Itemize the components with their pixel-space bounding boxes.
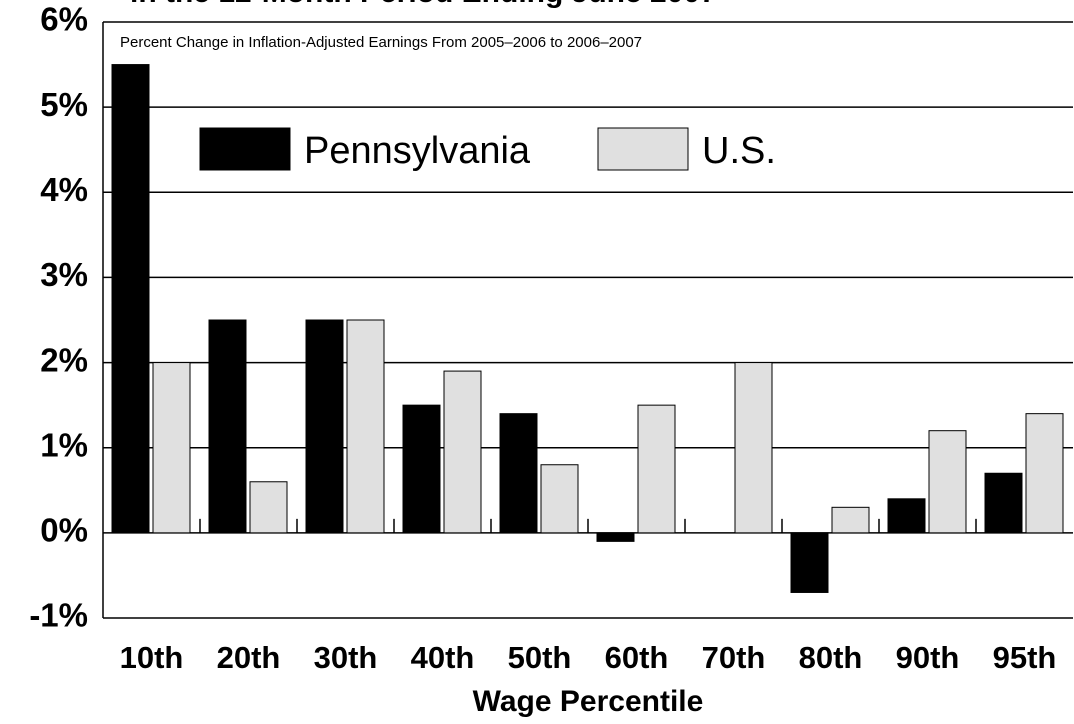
bar: [984, 472, 1023, 534]
x-tick-label: 90th: [896, 640, 960, 675]
legend-swatch: [199, 127, 291, 171]
chart-title: in the 12-Month Period Ending June 2007: [130, 0, 717, 9]
y-tick-label: 3%: [40, 256, 88, 293]
bar: [402, 404, 441, 534]
y-tick-label: 4%: [40, 171, 88, 208]
bar: [1025, 413, 1064, 534]
bar: [249, 481, 288, 534]
x-tick-label: 30th: [314, 640, 378, 675]
bar: [111, 64, 150, 534]
bar: [790, 532, 829, 593]
bar: [208, 319, 247, 534]
bar: [928, 430, 967, 534]
y-tick-label: 0%: [40, 512, 88, 549]
x-tick-label: 50th: [508, 640, 572, 675]
x-tick-label: 70th: [702, 640, 766, 675]
bar: [637, 404, 676, 534]
y-tick-label: -1%: [29, 597, 88, 634]
y-tick-label: 2%: [40, 341, 88, 378]
legend-label: Pennsylvania: [304, 130, 531, 172]
x-tick-label: 80th: [799, 640, 863, 675]
bar: [887, 498, 926, 534]
bar: [540, 464, 579, 534]
bar: [596, 532, 635, 542]
x-tick-label: 95th: [993, 640, 1057, 675]
bar: [305, 319, 344, 534]
x-tick-label: 60th: [605, 640, 669, 675]
bar: [443, 370, 482, 534]
y-tick-label: 1%: [40, 426, 88, 463]
bar: [831, 506, 870, 534]
legend-swatch: [597, 127, 689, 171]
bar: [499, 413, 538, 534]
y-tick-label: 5%: [40, 86, 88, 123]
chart-subtitle: Percent Change in Inflation-Adjusted Ear…: [120, 34, 642, 51]
bar: [152, 362, 191, 534]
x-axis-label: Wage Percentile: [473, 685, 704, 718]
x-tick-label: 10th: [120, 640, 184, 675]
bar: [734, 362, 773, 534]
bar: [346, 319, 385, 534]
legend-label: U.S.: [702, 130, 776, 172]
x-tick-label: 40th: [411, 640, 475, 675]
y-tick-label: 6%: [40, 1, 88, 38]
x-tick-label: 20th: [217, 640, 281, 675]
